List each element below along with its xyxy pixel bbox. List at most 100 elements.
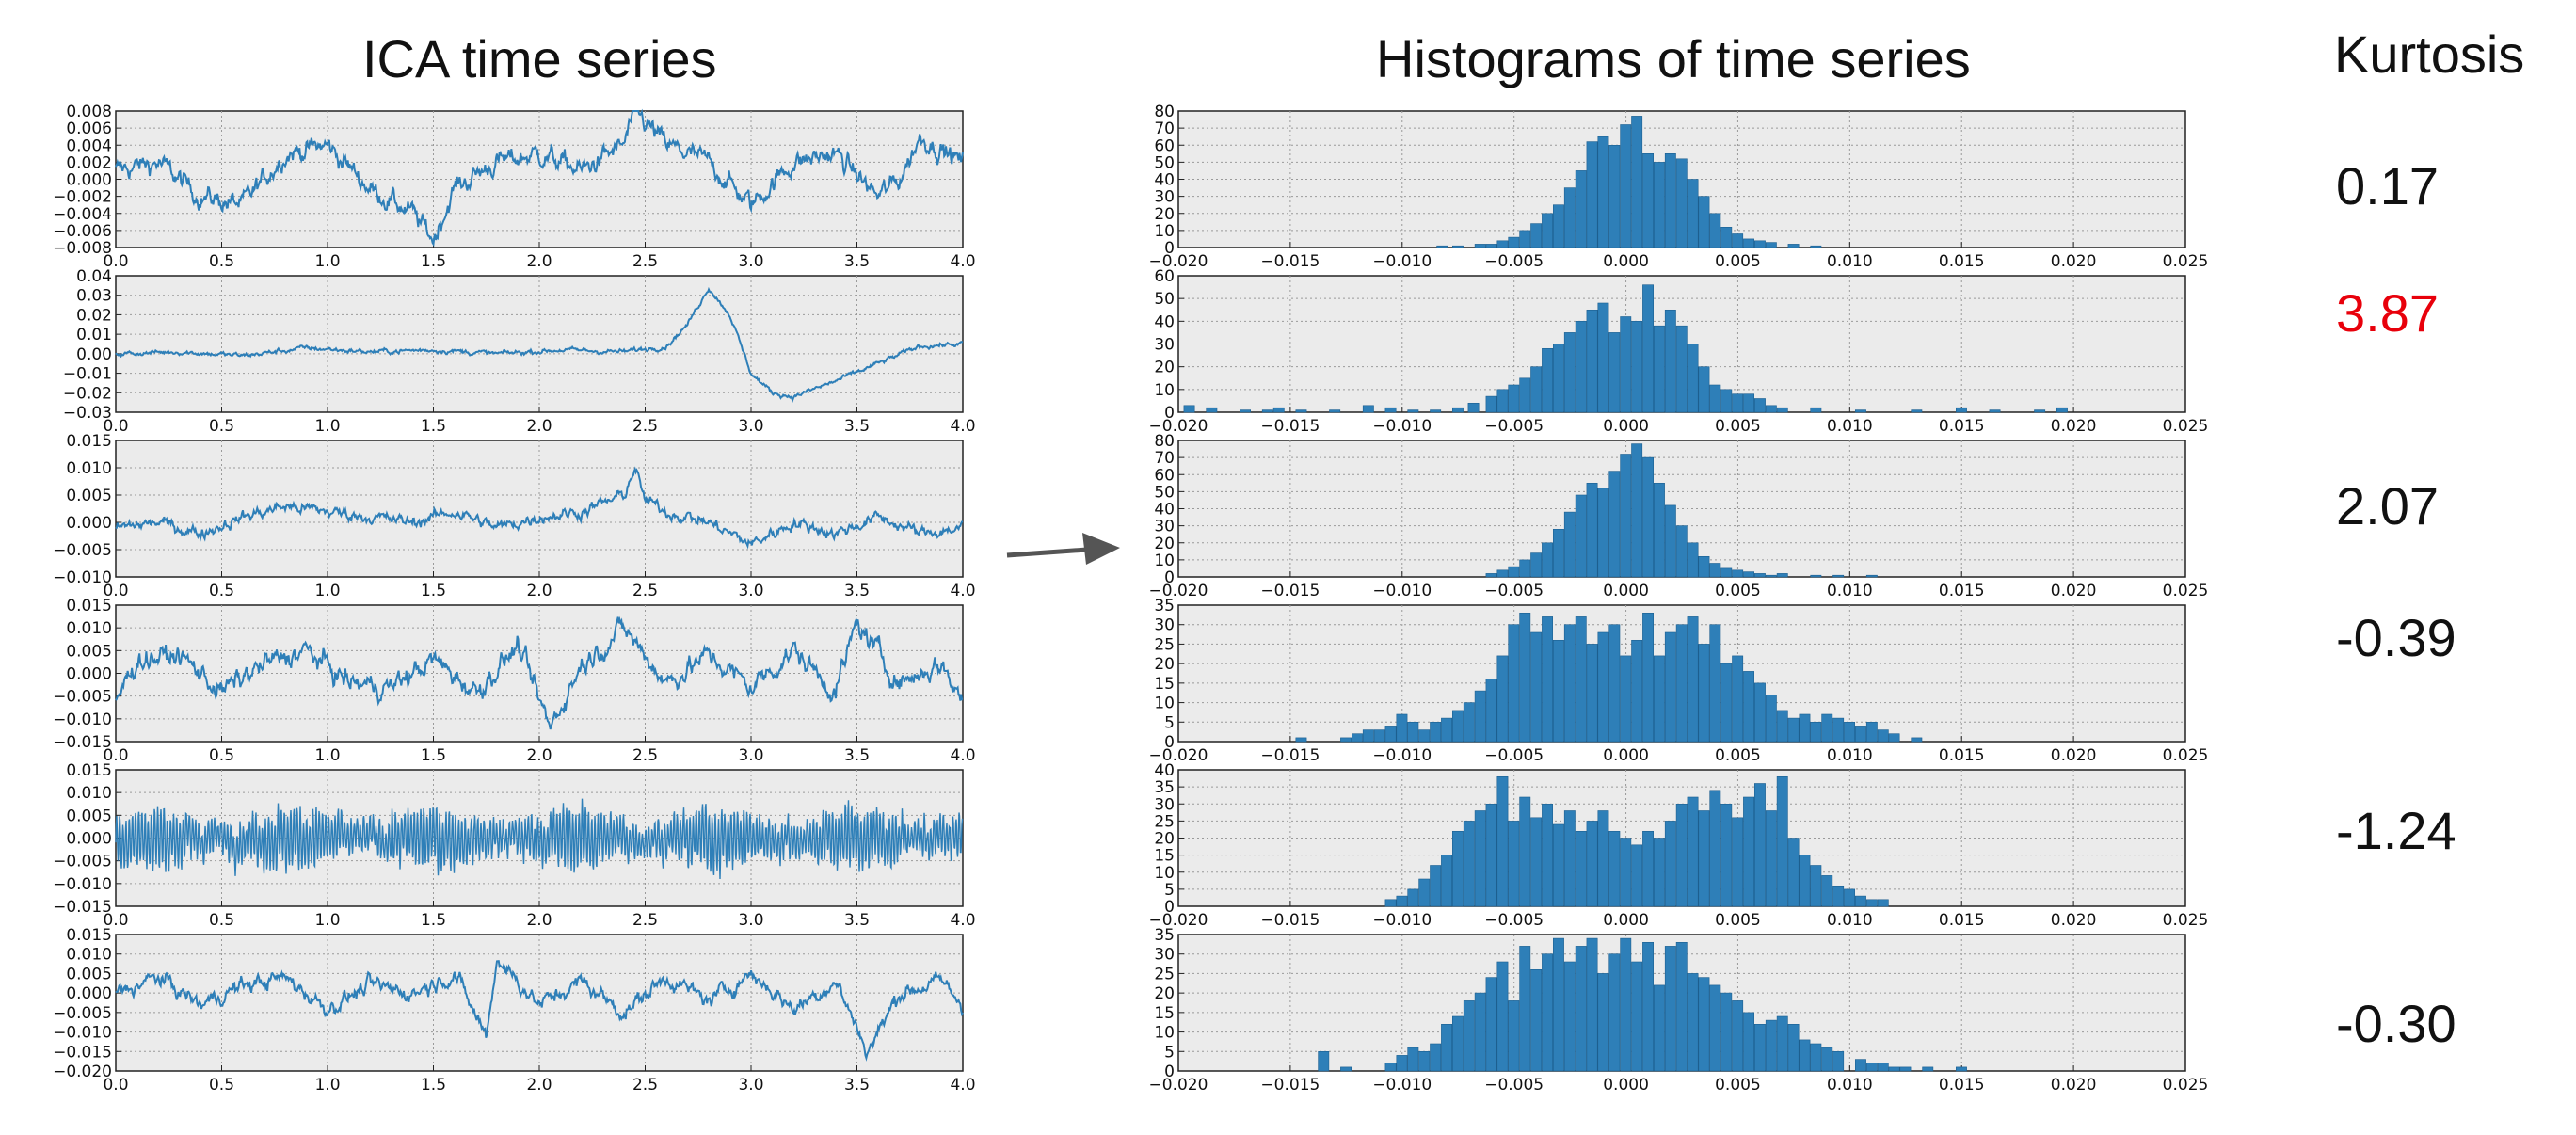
hist4-bar [1877,729,1889,743]
hist5-xtick-label: 0.020 [2051,911,2097,930]
ts1-xtick-label: 2.0 [526,252,552,271]
hist2-bar [1452,407,1464,413]
hist4-xtick-label: −0.020 [1149,746,1208,765]
hist1-xtick-label: −0.010 [1372,252,1432,271]
hist6-bar [1765,1019,1777,1072]
hist6-bar [1508,1000,1520,1072]
hist3-bar [1654,482,1665,578]
ts1-ytick-label: −0.006 [53,222,112,241]
hist4-bar [1295,737,1307,743]
hist2-bar [1956,407,1967,413]
hist5-xtick-label: 0.000 [1603,911,1649,930]
ts5-xtick-label: 0.5 [209,911,234,930]
hist2-bar [1430,409,1442,413]
hist6-bar [1418,1051,1431,1072]
hist1-ytick-label: 40 [1154,171,1175,190]
hist5-xtick-label: 0.015 [1939,911,1985,930]
hist4-bar [1418,729,1431,743]
hist3-xtick-label: 0.010 [1827,582,1873,600]
kurtosis-title: Kurtosis [2334,24,2525,84]
ts6-ytick-label: −0.005 [53,1004,112,1023]
hist1-bar [1542,213,1554,248]
hist2-bar [1407,409,1419,413]
hist4-bar [1463,702,1475,743]
ts3-ytick-label: 0.015 [66,432,112,451]
ts2-ytick-label: −0.01 [63,365,112,384]
hist4-bar [1441,717,1453,743]
hist3-ytick-label: 50 [1154,483,1175,502]
hist5-bar [1508,821,1520,907]
hist3-xtick-label: −0.020 [1149,582,1208,600]
hist4-xtick-label: 0.010 [1827,746,1873,765]
hist1-ytick-label: 60 [1154,136,1175,155]
hist1-xtick-label: −0.015 [1260,252,1320,271]
ts4-ytick-label: 0.010 [66,619,112,638]
hist2-bar [1206,407,1218,413]
hist6-bar [1553,937,1564,1072]
hist5-xtick-label: 0.010 [1827,911,1873,930]
ts6-xtick-label: 1.0 [314,1076,340,1095]
hist2-ytick-label: 0 [1164,404,1175,423]
hist1-ytick-label: 10 [1154,222,1175,241]
hist1-ytick-label: 0 [1164,239,1175,258]
ts5-series-line [115,798,964,880]
hist3-ytick-label: 30 [1154,518,1175,536]
ts5-ytick-label: −0.010 [53,875,112,894]
hist4-bar [1407,721,1419,743]
hist5-xtick-label: −0.005 [1484,911,1544,930]
hist5-bar [1709,790,1721,907]
hist4-bar [1608,624,1621,743]
histogram-panel-6: −0.020 −0.015 −0.010 −0.005 0.000 0.005 0.010 0… [1149,926,2209,1095]
ts3-xtick-label: 2.0 [526,582,552,600]
hist6-bar [1485,977,1497,1072]
hist3-bar [1485,573,1497,578]
hist1-ytick-label: 80 [1154,103,1175,121]
hist6-bar [1754,1024,1766,1072]
hist3-ytick-label: 10 [1154,552,1175,570]
hist6-bar [1799,1039,1811,1072]
hist6-bar [1340,1066,1352,1072]
hist2-bar [1608,332,1621,413]
ts3-xtick-label: 1.0 [314,582,340,600]
hist5-bar [1620,838,1632,907]
hist5-xtick-label: −0.015 [1260,911,1320,930]
hist3-xtick-label: 0.025 [2163,582,2209,600]
hist2-bar [1295,409,1307,413]
hist2-bar [1620,316,1632,413]
hist4-bar [1754,682,1766,743]
hist2-bar [1329,409,1341,413]
hist5-ytick-label: 5 [1164,881,1175,900]
hist6-bar [1675,941,1688,1072]
hist4-ytick-label: 15 [1154,675,1175,694]
hist2-xtick-label: −0.020 [1149,417,1208,436]
ts5-xtick-label: 1.5 [421,911,446,930]
ts2-xtick-label: 1.5 [421,417,446,436]
hist5-bar [1485,803,1497,907]
hist4-bar [1575,616,1587,743]
hist4-bar [1430,721,1442,743]
hist4-bar [1698,644,1710,743]
hist5-bar [1865,899,1878,907]
hist6-bar [1654,984,1665,1072]
hist3-xtick-label: −0.005 [1484,582,1544,600]
hist5-bar [1799,855,1811,907]
kurtosis-value-2: 3.87 [2336,283,2439,343]
hist3-bar [1530,552,1543,578]
hist2-xtick-label: −0.010 [1372,417,1432,436]
hist6-bar [1474,992,1486,1072]
hist4-bar [1530,631,1543,743]
hist5-bar [1664,821,1676,907]
hist1-bar [1474,244,1486,248]
hist2-ytick-label: 10 [1154,381,1175,400]
hist4-ytick-label: 35 [1154,597,1175,615]
ts5-ytick-label: 0.005 [66,807,112,825]
hist6-bar [1787,1024,1800,1072]
hist2-bar [1855,409,1866,413]
histogram-panel-5: −0.020 −0.015 −0.010 −0.005 0.000 0.005 0.010 0… [1149,761,2209,930]
hist6-bar [1956,1066,1967,1072]
ts4-xtick-label: 1.5 [421,746,446,765]
hist2-bar [1261,409,1273,413]
ts5-xtick-label: 3.0 [738,911,763,930]
hist5-bar [1765,810,1777,907]
